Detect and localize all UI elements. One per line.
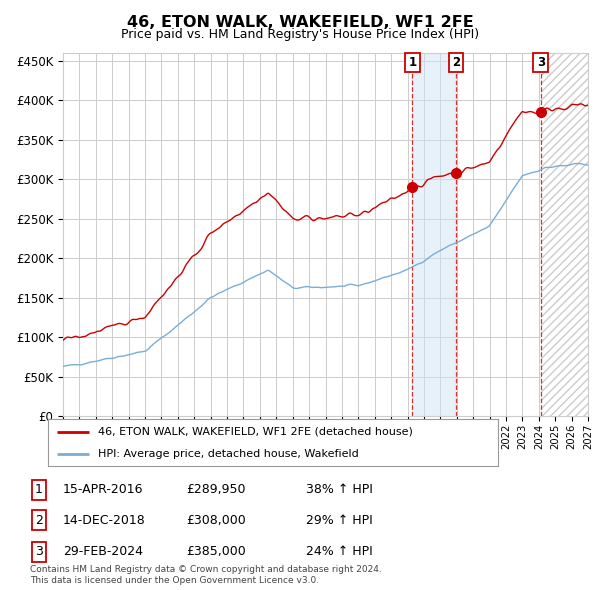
- Bar: [412, 53, 456, 416]
- Text: 3: 3: [35, 545, 43, 558]
- Text: 3: 3: [536, 56, 545, 69]
- Text: £308,000: £308,000: [186, 514, 246, 527]
- Text: £385,000: £385,000: [186, 545, 246, 558]
- Text: 1: 1: [35, 483, 43, 496]
- Text: 38% ↑ HPI: 38% ↑ HPI: [306, 483, 373, 496]
- Text: Contains HM Land Registry data © Crown copyright and database right 2024.: Contains HM Land Registry data © Crown c…: [30, 565, 382, 574]
- Text: 24% ↑ HPI: 24% ↑ HPI: [306, 545, 373, 558]
- Text: £289,950: £289,950: [186, 483, 245, 496]
- Text: 15-APR-2016: 15-APR-2016: [63, 483, 143, 496]
- Text: 1: 1: [408, 56, 416, 69]
- Text: 2: 2: [35, 514, 43, 527]
- Text: 14-DEC-2018: 14-DEC-2018: [63, 514, 146, 527]
- Text: 46, ETON WALK, WAKEFIELD, WF1 2FE (detached house): 46, ETON WALK, WAKEFIELD, WF1 2FE (detac…: [97, 427, 412, 437]
- Bar: [541, 53, 588, 416]
- Text: This data is licensed under the Open Government Licence v3.0.: This data is licensed under the Open Gov…: [30, 576, 319, 585]
- Text: HPI: Average price, detached house, Wakefield: HPI: Average price, detached house, Wake…: [97, 450, 358, 459]
- Text: 2: 2: [452, 56, 460, 69]
- Text: 46, ETON WALK, WAKEFIELD, WF1 2FE: 46, ETON WALK, WAKEFIELD, WF1 2FE: [127, 15, 473, 30]
- Text: 29% ↑ HPI: 29% ↑ HPI: [306, 514, 373, 527]
- Text: Price paid vs. HM Land Registry's House Price Index (HPI): Price paid vs. HM Land Registry's House …: [121, 28, 479, 41]
- Text: 29-FEB-2024: 29-FEB-2024: [63, 545, 143, 558]
